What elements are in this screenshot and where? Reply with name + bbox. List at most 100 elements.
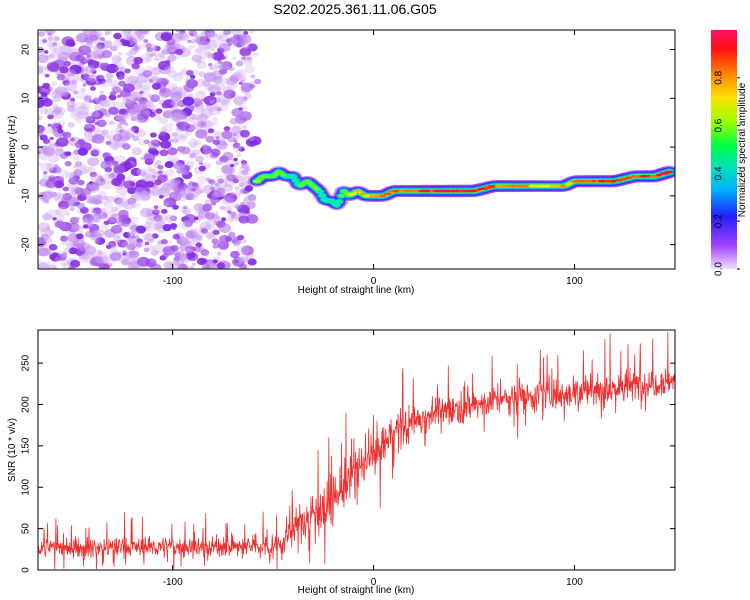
noise-blob [50,127,60,135]
noise-blob [234,96,247,107]
noise-blob [150,187,163,197]
noise-blob [136,242,143,248]
noise-blob [111,177,122,186]
noise-blob [209,148,221,157]
noise-blob [69,64,82,75]
noise-blob [145,49,157,58]
noise-blob [217,36,223,41]
noise-blob [161,102,170,109]
noise-blob [106,141,112,145]
noise-blob [137,138,147,146]
noise-blob [38,222,51,232]
noise-blob [121,194,126,198]
noise-blob [86,216,92,221]
noise-blob [174,162,185,171]
noise-blob [151,204,163,214]
noise-blob [225,76,238,86]
noise-blob [239,34,252,44]
noise-blob [161,208,168,214]
noise-blob [93,213,99,217]
signal-blob [291,177,300,183]
noise-blob [141,172,151,180]
noise-blob [116,57,122,62]
noise-blob [170,99,178,106]
noise-blob [173,111,186,121]
noise-blob [162,110,174,119]
noise-blob [148,53,153,57]
spectrogram-y-axis: 20 10 0 -10 -20 [21,44,675,252]
noise-blob [239,129,250,138]
noise-blob [153,223,162,230]
noise-blob [53,36,60,41]
noise-blob [242,54,253,64]
noise-blob [154,53,165,62]
noise-blob [153,45,161,52]
noise-blob [204,83,215,92]
noise-blob [67,222,80,233]
noise-blob [44,50,49,54]
noise-blob [50,191,58,198]
noise-blob [110,45,118,52]
noise-blob [96,195,104,201]
noise-blob [198,49,211,59]
noise-blob [218,32,226,39]
noise-blob [175,48,184,55]
noise-blob [240,77,247,82]
noise-blob [247,194,257,201]
noise-blob [248,136,255,142]
noise-blob [224,236,232,242]
noise-blob [46,42,54,48]
noise-blob [237,170,250,180]
noise-blob [97,211,108,220]
noise-blob [194,216,199,221]
noise-blob [98,73,106,80]
noise-blob [38,262,49,269]
colorbar-tick-label: 0.6 [714,118,725,132]
noise-blob [76,202,86,210]
noise-blob [125,51,132,56]
noise-blob [128,250,140,259]
noise-blob [221,55,227,60]
noise-blob [200,228,208,234]
noise-blob [210,186,216,191]
noise-blob [195,129,208,139]
noise-blob [195,36,208,46]
noise-blob [223,30,231,36]
noise-blob [127,261,141,269]
noise-blob [84,65,96,74]
noise-blob [89,195,102,205]
noise-blob [54,86,68,97]
noise-blob [124,68,131,74]
noise-blob [48,45,56,52]
noise-blob [144,56,151,62]
noise-blob [105,244,112,250]
noise-blob [186,230,196,239]
noise-blob [56,137,69,147]
noise-blob [69,206,75,212]
noise-blob [51,81,57,86]
noise-blob [138,80,152,91]
noise-blob [154,265,161,269]
noise-blob [198,165,206,172]
noise-blob [42,147,56,157]
noise-blob [220,102,226,106]
x-tick-label: 100 [566,577,583,588]
noise-blob [130,167,142,177]
noise-blob [205,218,217,227]
noise-blob [223,142,228,146]
noise-blob [136,256,150,267]
noise-blob [83,169,89,173]
noise-blob [77,110,89,120]
noise-blob [75,216,81,221]
snr-frame [37,329,676,571]
noise-blob [146,46,154,53]
noise-blob [244,257,250,262]
noise-blob [219,62,230,70]
noise-blob [238,111,248,119]
noise-blob [180,169,187,175]
noise-blob [232,215,238,220]
noise-blob [127,201,133,206]
noise-blob [63,60,71,67]
noise-blob [195,155,205,163]
noise-blob [159,131,167,137]
